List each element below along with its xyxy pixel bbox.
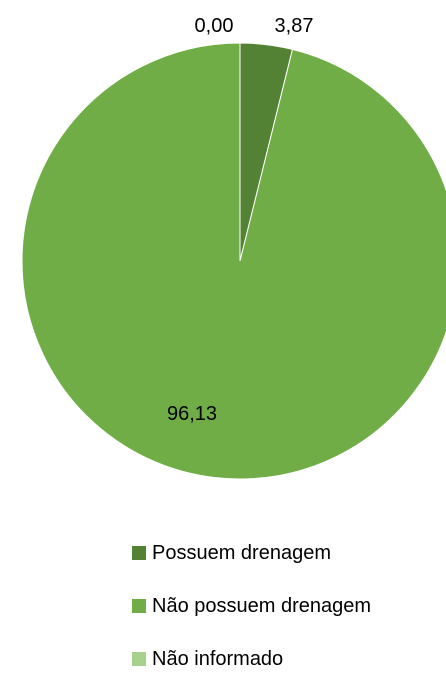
legend-item-nao-possuem-drenagem: Não possuem drenagem bbox=[132, 591, 371, 621]
legend-label-nao-possuem-drenagem: Não possuem drenagem bbox=[152, 594, 372, 617]
legend-label-nao-informado: Não informado bbox=[152, 647, 284, 670]
pie-slices bbox=[21, 42, 446, 480]
data-label-nao-informado: 0,00 bbox=[195, 15, 234, 37]
legend-item-possuem-drenagem: Possuem drenagem bbox=[132, 538, 371, 568]
legend-swatch-possuem-drenagem bbox=[132, 546, 146, 560]
data-label-possuem-drenagem: 3,87 bbox=[275, 15, 314, 37]
legend-item-nao-informado: Não informado bbox=[132, 644, 371, 674]
pie-slice-nao-possuem-drenagem bbox=[21, 42, 446, 480]
pie-data-labels: 3,87 96,13 0,00 bbox=[167, 15, 314, 425]
data-label-nao-possuem-drenagem: 96,13 bbox=[167, 403, 217, 425]
legend: Possuem drenagem Não possuem drenagem Nã… bbox=[132, 538, 371, 697]
pie-chart: 3,87 96,13 0,00 bbox=[21, 15, 446, 480]
legend-label-possuem-drenagem: Possuem drenagem bbox=[152, 541, 331, 564]
legend-swatch-nao-informado bbox=[132, 652, 146, 666]
legend-swatch-nao-possuem-drenagem bbox=[132, 599, 146, 613]
